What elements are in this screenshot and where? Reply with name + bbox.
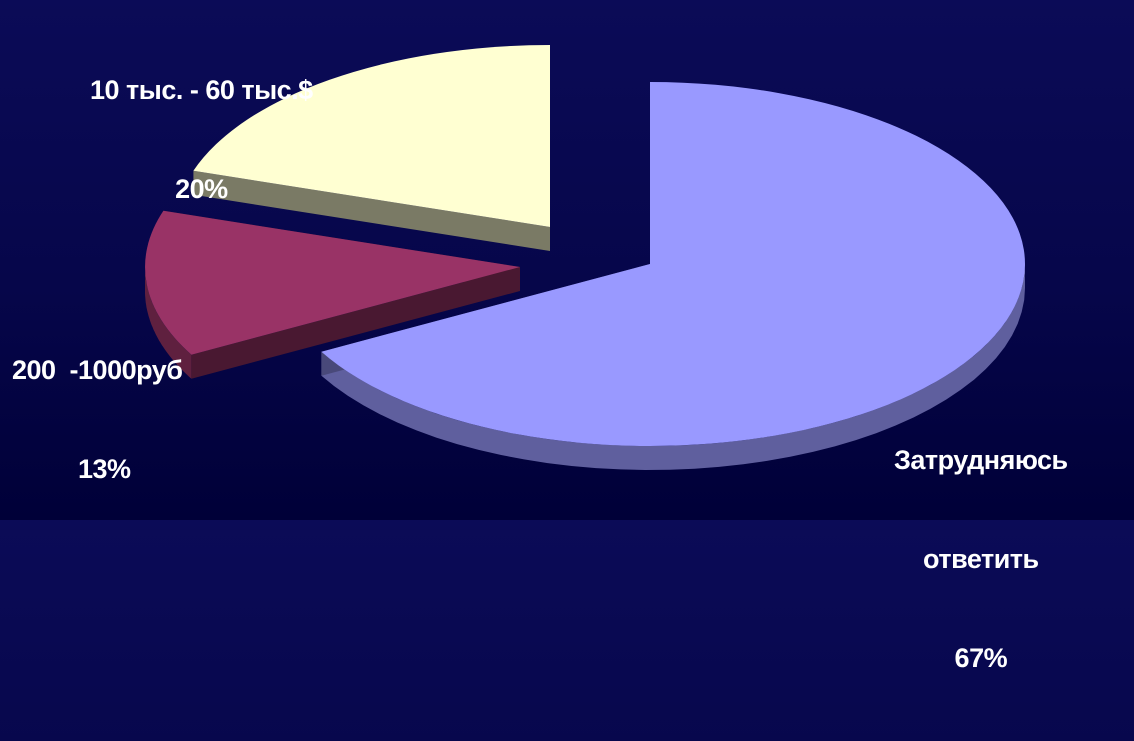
slice-percent-text: 20% <box>175 174 228 204</box>
pie-slice-hard-to-answer <box>321 82 1025 470</box>
slice-label-10k-60k-usd: 10 тыс. - 60 тыс.$ 20% <box>90 8 313 272</box>
pie-chart <box>145 45 1025 470</box>
pie-slice-cut-face <box>193 170 550 251</box>
chart-slide: 10 тыс. - 60 тыс.$ 20% 200 -1000руб 13% … <box>90 8 1025 470</box>
pie-slice-top <box>193 45 550 227</box>
slice-category-text: 200 -1000руб <box>12 355 183 385</box>
pie-slice-top <box>321 82 1025 446</box>
pie-slice-cut-face <box>191 267 520 379</box>
slice-category-text: Затрудняюсь <box>894 445 1068 475</box>
slice-label-hard-to-answer: Затрудняюсь ответить 67% <box>894 378 1068 741</box>
slice-category-text: 10 тыс. - 60 тыс.$ <box>90 75 313 105</box>
pie-slice-rim <box>321 264 1025 470</box>
pie-slice-10k-60k-usd <box>193 45 550 251</box>
slice-category-text-line2: ответить <box>923 544 1039 574</box>
pie-slice-rim <box>145 267 192 379</box>
pie-slice-top <box>145 210 520 355</box>
slice-label-200-1000-rub: 200 -1000руб 13% <box>12 288 183 552</box>
pie-slice-200-1000-rub <box>145 210 520 379</box>
slice-percent-text: 67% <box>954 643 1008 673</box>
slice-percent-text: 13% <box>78 454 131 484</box>
